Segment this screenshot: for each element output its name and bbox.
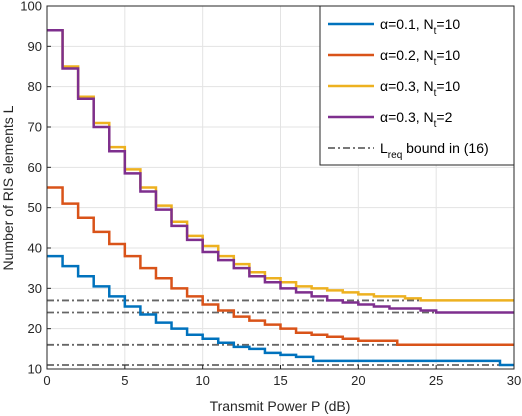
legend-label-2: α=0.3, Nt=10 xyxy=(380,78,460,99)
y-tick-label-5: 60 xyxy=(28,160,42,175)
series-line-2 xyxy=(47,28,514,302)
y-tick-label-3: 40 xyxy=(28,241,42,256)
y-tick-label-2: 30 xyxy=(28,281,42,296)
x-tick-label-3: 15 xyxy=(273,373,287,388)
x-axis-label: Transmit Power P (dB) xyxy=(210,398,351,414)
y-tick-label-8: 90 xyxy=(28,39,42,54)
y-tick-label-4: 50 xyxy=(28,200,42,215)
x-tick-label-1: 5 xyxy=(121,373,128,388)
y-tick-label-7: 80 xyxy=(28,79,42,94)
legend: α=0.1, Nt=10 α=0.2, Nt=10 α=0.3, Nt=10 α=0.… xyxy=(319,5,515,166)
y-axis-label: Number of RIS elements L xyxy=(0,105,16,270)
x-tick-label-5: 25 xyxy=(429,373,443,388)
series-line-3 xyxy=(47,28,514,314)
y-axis-ticks: 10 20 30 40 50 60 70 80 90 100 xyxy=(20,0,51,377)
x-tick-label-2: 10 xyxy=(195,373,209,388)
series-line-1 xyxy=(47,186,514,347)
series-line-0 xyxy=(47,254,514,367)
x-tick-label-6: 30 xyxy=(507,373,521,388)
x-tick-label-4: 20 xyxy=(351,373,365,388)
series-lines xyxy=(47,28,514,367)
x-tick-label-0: 0 xyxy=(43,373,50,388)
y-tick-label-0: 10 xyxy=(28,362,42,377)
y-tick-label-6: 70 xyxy=(28,120,42,135)
y-tick-label-9: 100 xyxy=(20,0,42,14)
legend-label-1: α=0.2, Nt=10 xyxy=(380,47,460,68)
y-tick-label-1: 20 xyxy=(28,321,42,336)
legend-label-0: α=0.1, Nt=10 xyxy=(380,16,460,37)
legend-label-3: α=0.3, Nt=2 xyxy=(380,109,453,130)
legend-label-4: Lreq bound in (16) xyxy=(380,140,489,161)
x-axis-ticks: 0 5 10 15 20 25 30 xyxy=(43,365,521,388)
